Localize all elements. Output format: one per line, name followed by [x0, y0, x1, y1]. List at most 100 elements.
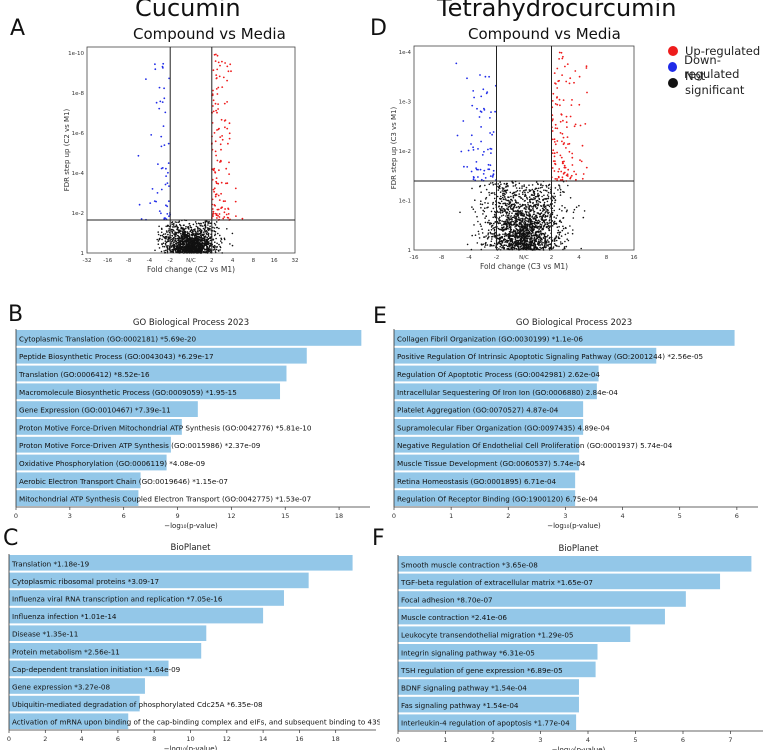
- point-up-a-112: [218, 213, 221, 215]
- point-ns-d-1098: [534, 223, 536, 225]
- point-down-d-69: [492, 173, 495, 176]
- point-ns-d-1704: [500, 240, 503, 242]
- point-ns-d-1432: [548, 229, 551, 232]
- point-up-d-113: [575, 178, 577, 181]
- point-ns-d-757: [545, 207, 547, 210]
- point-ns-d-1407: [541, 243, 543, 245]
- point-ns-d-1341: [533, 221, 536, 224]
- point-up-a-83: [215, 193, 218, 196]
- point-ns-d-1326: [526, 245, 528, 247]
- point-up-a-96: [230, 70, 232, 73]
- point-ns-d-1100: [502, 198, 505, 200]
- point-ns-d-188: [491, 182, 494, 184]
- point-up-d-77: [557, 176, 560, 179]
- point-ns-d-602: [529, 237, 531, 240]
- point-up-a-76: [216, 159, 219, 162]
- point-ns-d-424: [529, 189, 532, 192]
- point-ns-d-1315: [535, 239, 537, 241]
- point-ns-d-1593: [516, 235, 519, 237]
- point-ns-d-1104: [504, 223, 506, 226]
- point-up-a-92: [221, 138, 224, 141]
- point-up-d-18: [579, 159, 581, 161]
- point-ns-a-1104: [188, 241, 190, 243]
- point-ns-d-660: [519, 228, 521, 230]
- volcano-legend: Up-regulated Down-regulated Not signific…: [668, 43, 768, 97]
- point-ns-a-601: [171, 223, 173, 226]
- point-ns-d-1103: [493, 228, 496, 231]
- point-ns-d-928: [489, 231, 492, 234]
- point-ns-d-1697: [497, 242, 499, 245]
- point-ns-d-1512: [558, 208, 561, 210]
- point-ns-d-786: [471, 206, 473, 208]
- point-ns-d-1709: [498, 233, 501, 236]
- point-ns-d-1606: [538, 244, 540, 247]
- point-ns-a-528: [215, 221, 218, 223]
- point-up-a-8: [214, 140, 217, 143]
- point-ns-d-56: [575, 206, 578, 208]
- bar-e-1: [394, 347, 657, 364]
- point-ns-d-429: [564, 233, 567, 236]
- bar-f-4: [398, 626, 631, 642]
- point-ns-d-1384: [537, 204, 539, 207]
- point-down-d-67: [490, 148, 493, 150]
- point-ns-d-777: [524, 233, 527, 235]
- point-ns-d-1481: [572, 211, 575, 214]
- point-down-a-46: [162, 67, 164, 69]
- point-ns-a-1314: [182, 237, 184, 240]
- point-ns-a-1276: [191, 237, 193, 240]
- point-ns-d-1647: [547, 184, 550, 187]
- point-ns-d-1531: [524, 195, 526, 197]
- bar-label-e-8: Retina Homeostasis (GO:0001895) 6.71e-04: [397, 477, 557, 486]
- point-down-d-9: [471, 104, 474, 107]
- point-ns-d-1019: [537, 195, 540, 198]
- point-ns-d-845: [521, 226, 524, 229]
- point-ns-d-1658: [541, 216, 543, 219]
- point-ns-d-1554: [544, 237, 546, 239]
- point-ns-d-1175: [572, 229, 574, 231]
- point-ns-d-672: [537, 187, 540, 190]
- bar-label-c-1: Cytoplasmic ribosomal proteins *3.09-17: [12, 577, 159, 586]
- point-ns-d-376: [524, 191, 526, 194]
- point-ns-d-722: [505, 213, 508, 215]
- point-ns-a-877: [172, 241, 175, 243]
- point-up-d-56: [554, 162, 556, 165]
- point-up-d-41: [556, 67, 559, 70]
- point-ns-d-1343: [529, 246, 532, 248]
- point-ns-a-926: [182, 231, 185, 233]
- point-ns-a-1281: [198, 229, 201, 232]
- bar-b-5: [16, 419, 182, 435]
- point-ns-d-1645: [501, 190, 504, 192]
- point-ns-a-1083: [172, 237, 174, 240]
- point-ns-a-1261: [204, 238, 206, 241]
- point-ns-a-408: [204, 230, 206, 233]
- point-ns-d-1561: [542, 220, 545, 223]
- point-ns-d-1446: [538, 243, 540, 245]
- point-ns-d-1494: [547, 234, 549, 237]
- point-ns-a-1257: [208, 250, 211, 252]
- point-up-a-18: [214, 102, 217, 105]
- point-up-a-122: [216, 208, 219, 211]
- point-ns-d-299: [499, 245, 501, 248]
- point-ns-a-1340: [174, 245, 176, 247]
- point-ns-d-1440: [521, 240, 524, 242]
- point-ns-a-983: [181, 230, 183, 232]
- x-tick-label-a-6: 2: [210, 258, 214, 264]
- point-ns-a-306: [161, 243, 163, 245]
- bar-label-b-9: Mitochondrial ATP Synthesis Coupled Elec…: [19, 495, 311, 504]
- point-up-d-97: [553, 138, 556, 141]
- point-down-d-53: [455, 62, 458, 65]
- point-down-d-58: [470, 143, 472, 145]
- point-ns-d-1708: [527, 237, 529, 240]
- point-ns-a-948: [174, 239, 177, 242]
- point-ns-d-1383: [554, 187, 557, 189]
- point-up-d-39: [556, 151, 558, 154]
- x-tick-label-a-9: 16: [271, 258, 278, 264]
- point-ns-a-1015: [172, 229, 175, 232]
- point-down-a-27: [162, 125, 165, 127]
- point-up-a-127: [234, 187, 237, 190]
- point-ns-d-1306: [505, 227, 508, 229]
- point-ns-a-1331: [215, 237, 217, 240]
- point-up-d-3: [570, 104, 573, 106]
- point-ns-a-636: [161, 238, 163, 241]
- point-ns-d-46: [561, 242, 564, 245]
